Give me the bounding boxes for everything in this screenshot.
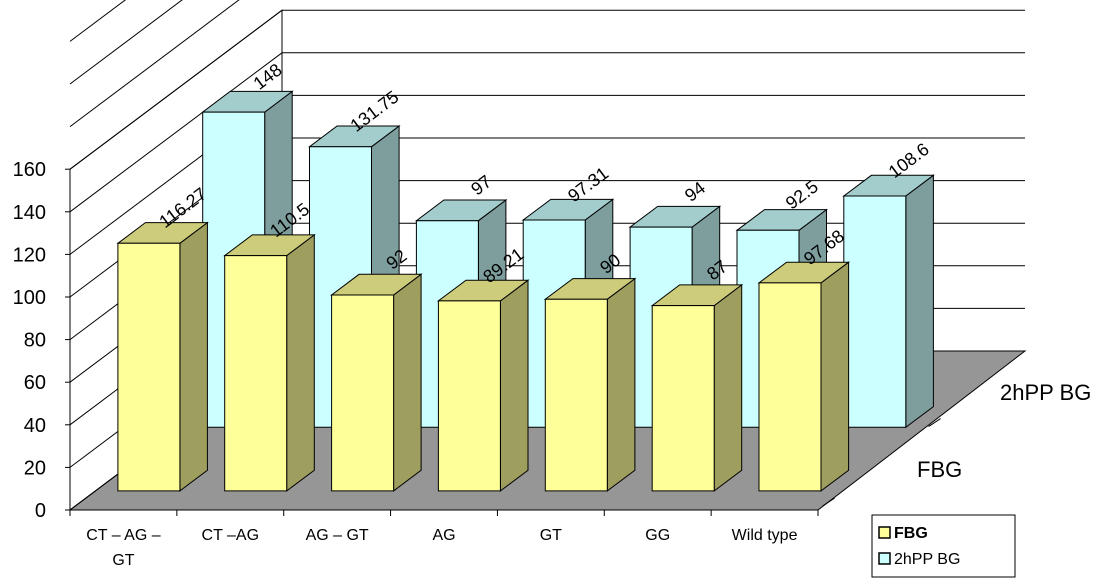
depth-axis: FBG 2hPP BG xyxy=(822,380,1091,507)
depth-label: FBG xyxy=(917,457,962,482)
x-tick-label: GT xyxy=(540,527,562,544)
legend-swatch xyxy=(878,552,891,565)
y-axis: 0 20 40 60 80 100 120 140 160 xyxy=(13,159,71,522)
gridline-diagonal xyxy=(69,52,283,213)
y-tick-label: 40 xyxy=(24,415,46,437)
y-tick-label: 140 xyxy=(13,202,46,224)
x-tick-label: GT xyxy=(112,552,134,569)
bar-front xyxy=(544,298,608,492)
bar xyxy=(436,279,530,492)
gridline-diagonal xyxy=(69,0,183,85)
x-axis: CT – AG – GT CT –AG AG – GT AG GT GG Wild type xyxy=(69,509,819,569)
data-label: 94 xyxy=(681,178,709,206)
bar-side xyxy=(820,261,850,492)
bar-side xyxy=(905,174,934,429)
y-tick-label: 60 xyxy=(24,372,46,394)
bar-side xyxy=(606,277,636,492)
legend-box xyxy=(871,514,1016,578)
y-tick-label: 160 xyxy=(13,159,46,181)
bar xyxy=(543,277,637,492)
bar-front xyxy=(224,255,288,492)
x-tick-label: AG – GT xyxy=(306,527,369,544)
bar-front xyxy=(651,305,715,492)
y-tick-label: 20 xyxy=(24,457,46,479)
bar xyxy=(757,261,851,492)
y-tick-label: 100 xyxy=(13,287,46,309)
bar-front xyxy=(331,294,395,492)
bar-side xyxy=(713,283,743,492)
x-tick-label: Wild type xyxy=(732,527,798,544)
depth-tick xyxy=(928,418,941,427)
bar xyxy=(650,283,744,492)
gridline-diagonal xyxy=(69,0,240,127)
x-tick-label: AG xyxy=(432,527,455,544)
bar-front xyxy=(843,195,907,428)
bar xyxy=(223,233,316,492)
bar xyxy=(842,174,935,429)
bar xyxy=(116,221,209,492)
depth-label: 2hPP BG xyxy=(1000,380,1091,405)
y-tick-label: 0 xyxy=(35,500,46,522)
x-tick-label: CT – AG – xyxy=(86,527,161,544)
y-tick-label: 80 xyxy=(24,330,46,352)
data-label: 97 xyxy=(467,171,495,199)
bar-side xyxy=(499,279,529,492)
x-tick-label: CT –AG xyxy=(202,527,260,544)
gridline-diagonal xyxy=(69,9,283,170)
bar-front xyxy=(758,282,822,492)
legend-label: FBG xyxy=(894,525,928,542)
bar xyxy=(330,273,423,492)
legend: FBG 2hPP BG xyxy=(871,514,1016,578)
y-tick-label: 120 xyxy=(13,244,46,266)
depth-tick xyxy=(822,497,835,507)
data-label: 92.5 xyxy=(782,176,822,213)
x-tick-label: GG xyxy=(645,527,670,544)
legend-label: 2hPP BG xyxy=(894,551,960,568)
bar-front xyxy=(117,242,181,492)
gridline-diagonal xyxy=(69,0,127,42)
bar-side xyxy=(286,233,315,492)
bar-side xyxy=(179,221,208,492)
bar-side xyxy=(393,273,422,492)
bar-front xyxy=(437,300,501,492)
legend-swatch xyxy=(878,526,891,539)
